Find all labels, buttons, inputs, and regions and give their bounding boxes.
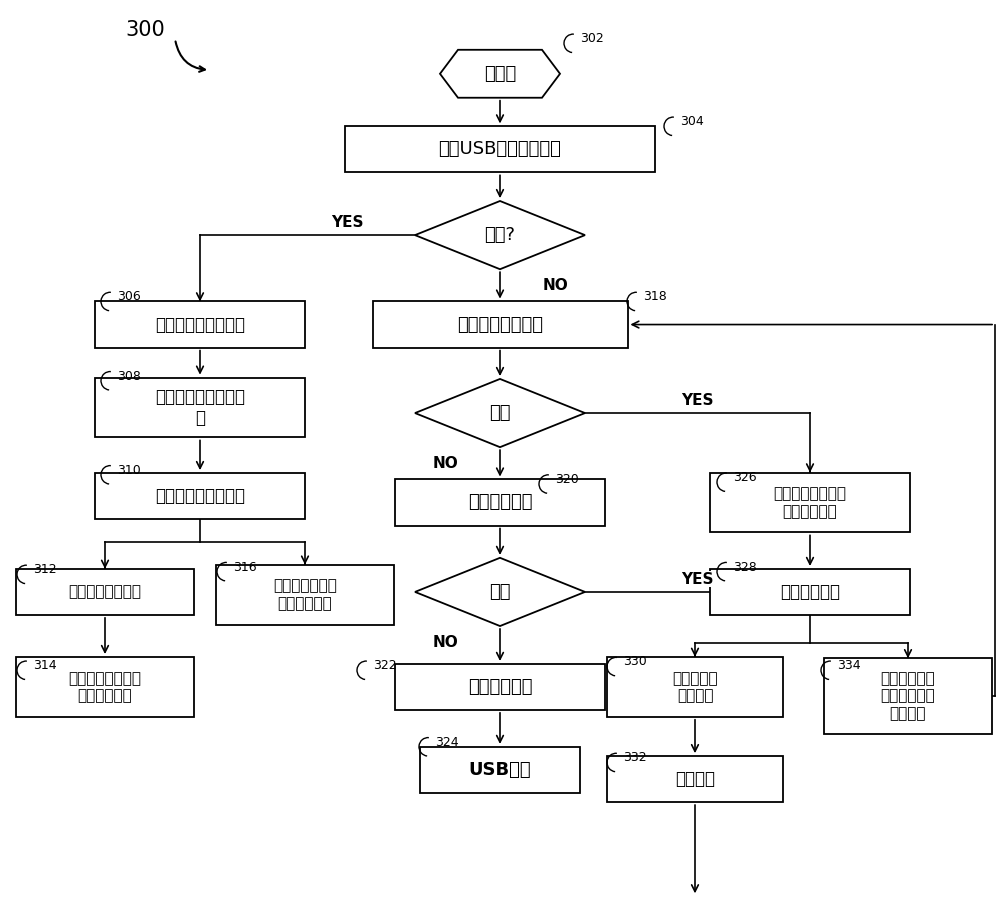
Text: 316: 316: [233, 561, 257, 573]
Text: 306: 306: [117, 290, 141, 303]
Text: 启动自动监测: 启动自动监测: [468, 678, 532, 696]
Text: 成功: 成功: [489, 583, 511, 601]
Text: 326: 326: [733, 471, 757, 484]
Bar: [95, 473, 305, 519]
Text: 310: 310: [117, 464, 141, 477]
Text: 322: 322: [373, 659, 397, 672]
Text: 接收参数，
启动监控: 接收参数， 启动监控: [672, 670, 718, 703]
Text: 接收子节点连接请求: 接收子节点连接请求: [155, 315, 245, 334]
Text: 320: 320: [555, 473, 579, 486]
Bar: [95, 378, 305, 437]
Text: 308: 308: [117, 370, 141, 383]
Text: 312: 312: [33, 563, 57, 576]
Text: 300: 300: [125, 19, 165, 40]
Bar: [607, 756, 782, 802]
Text: 请求路由连接: 请求路由连接: [468, 493, 532, 512]
Polygon shape: [415, 558, 585, 626]
Text: 建立该节点接入中
心节点路由表: 建立该节点接入中 心节点路由表: [774, 486, 846, 519]
Text: 314: 314: [33, 659, 57, 672]
Bar: [372, 301, 628, 348]
Text: 332: 332: [623, 751, 647, 764]
Text: 成功: 成功: [489, 404, 511, 422]
Text: 保存各子节点路由表: 保存各子节点路由表: [155, 487, 245, 505]
Text: 发送确认接入及路由
表: 发送确认接入及路由 表: [155, 388, 245, 427]
Bar: [824, 658, 992, 734]
Bar: [16, 656, 194, 717]
Bar: [395, 479, 605, 526]
Text: 328: 328: [733, 561, 757, 573]
Text: 请求连接中心节点: 请求连接中心节点: [457, 315, 543, 334]
Bar: [710, 569, 910, 615]
Bar: [607, 656, 782, 717]
Text: 334: 334: [837, 659, 861, 672]
Bar: [95, 301, 305, 348]
Text: 初始化: 初始化: [484, 65, 516, 83]
Bar: [16, 569, 194, 615]
Text: NO: NO: [542, 278, 568, 293]
Text: 根据转发报文
中路由表上传
下发报文: 根据转发报文 中路由表上传 下发报文: [881, 671, 935, 721]
Text: 324: 324: [435, 736, 459, 749]
Bar: [345, 126, 655, 172]
Text: 发送数据: 发送数据: [675, 770, 715, 788]
Text: 允许路由连接: 允许路由连接: [780, 583, 840, 601]
Text: YES: YES: [681, 572, 714, 586]
Text: YES: YES: [681, 393, 714, 408]
Text: 304: 304: [680, 115, 704, 128]
Polygon shape: [415, 201, 585, 269]
Text: 302: 302: [580, 32, 604, 45]
Text: 根据路由表发送
应用程序命令: 根据路由表发送 应用程序命令: [273, 578, 337, 611]
Text: YES: YES: [331, 215, 364, 230]
Text: 318: 318: [643, 290, 667, 303]
Text: NO: NO: [432, 635, 458, 650]
Text: 330: 330: [623, 656, 647, 668]
Text: 请求USB连接应用软件: 请求USB连接应用软件: [439, 140, 561, 159]
Text: 接受节点连接请求: 接受节点连接请求: [68, 585, 142, 599]
Bar: [710, 473, 910, 533]
Text: NO: NO: [432, 456, 458, 471]
Text: USB读取: USB读取: [469, 761, 531, 779]
Text: 成功?: 成功?: [484, 226, 516, 244]
Polygon shape: [440, 50, 560, 98]
Text: 更新中心节点、各
子节点路由表: 更新中心节点、各 子节点路由表: [68, 670, 142, 703]
Bar: [395, 664, 605, 710]
Bar: [216, 564, 394, 625]
Polygon shape: [415, 379, 585, 447]
Bar: [420, 747, 580, 793]
